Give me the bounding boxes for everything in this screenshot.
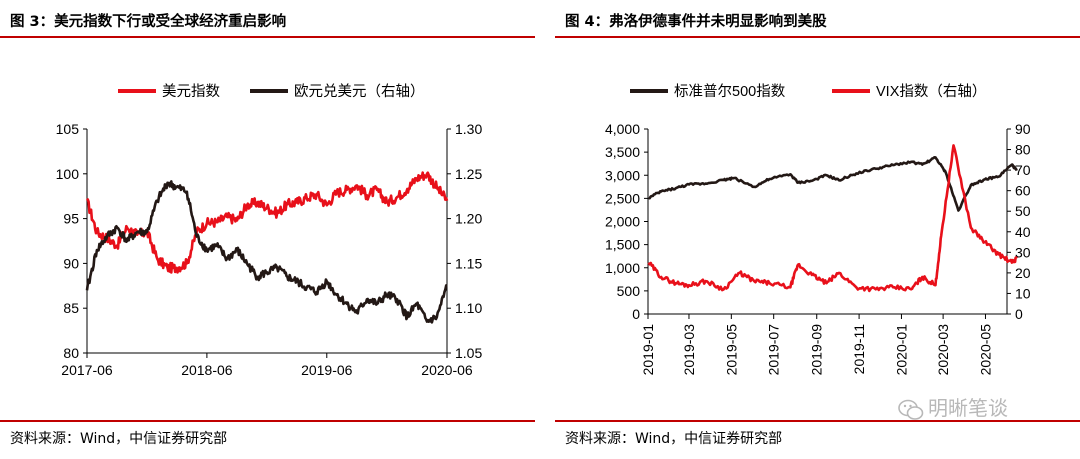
y-tick-label-right: 20 (1015, 265, 1031, 281)
title-divider (555, 36, 1080, 38)
y-tick-label-right: 30 (1015, 244, 1031, 260)
figure-3-chart: 美元指数 欧元兑美元（右轴） 105 100 95 90 85 80 1.30 1.25 1.20 1… (56, 83, 483, 378)
figure-4-panel: 图 4：弗洛伊德事件并未明显影响到美股 标准普尔500指数 VIX指数（右轴） 4,… (555, 0, 1080, 459)
y-tick-label-left: 90 (63, 255, 79, 271)
y-tick-label-left: 3,500 (605, 144, 640, 160)
y-tick-label-right: 80 (1015, 142, 1031, 158)
source-divider (555, 420, 1080, 422)
x-tick-label: 2018-06 (181, 362, 233, 378)
x-tick-label: 2019-05 (723, 324, 739, 376)
series-line-vix (647, 144, 1018, 293)
y-tick-label-left: 1,500 (605, 237, 640, 253)
figure-4-title: 图 4：弗洛伊德事件并未明显影响到美股 (565, 14, 827, 30)
y-tick-label-left: 105 (56, 121, 80, 137)
legend-label: 标准普尔500指数 (674, 83, 786, 100)
x-tick-label: 2019-09 (809, 324, 825, 376)
legend-label: 美元指数 (162, 83, 220, 100)
y-tick-label-right: 60 (1015, 183, 1031, 199)
y-tick-label-left: 95 (63, 211, 79, 227)
x-tick-label: 2019-01 (640, 324, 656, 376)
y-tick-label-left: 2,500 (605, 190, 640, 206)
y-tick-label-right: 70 (1015, 162, 1031, 178)
figure-3-title: 图 3：美元指数下行或受全球经济重启影响 (10, 14, 287, 30)
x-tick-label: 2019-07 (766, 324, 782, 376)
y-tick-label-right: 90 (1015, 121, 1031, 137)
legend-label: 欧元兑美元（右轴） (294, 83, 425, 100)
x-tick-label: 2019-11 (851, 324, 867, 375)
x-tick-label: 2020-03 (935, 324, 951, 376)
figure-4-chart: 标准普尔500指数 VIX指数（右轴） 4,000 3,500 3,000 2,500 2,… (605, 83, 1031, 376)
y-tick-label-right: 1.20 (455, 211, 482, 227)
y-tick-label-left: 2,000 (605, 214, 640, 230)
y-tick-label-right: 1.05 (455, 345, 482, 361)
watermark: 明晰笔谈 (898, 392, 1008, 421)
x-tick-label: 2020-06 (421, 362, 473, 378)
figure-3-source: 资料来源：Wind，中信证券研究部 (10, 431, 228, 447)
y-tick-label-right: 1.15 (455, 255, 482, 271)
wechat-icon (898, 399, 924, 420)
y-tick-label-left: 500 (617, 283, 641, 299)
y-tick-label-right: 1.10 (455, 300, 482, 316)
y-tick-label-left: 85 (63, 300, 79, 316)
legend-label: VIX指数（右轴） (876, 83, 986, 100)
figure-3-panel: 图 3：美元指数下行或受全球经济重启影响 美元指数 欧元兑美元（右轴） 105 100… (0, 0, 535, 459)
series-line-eurusd (85, 180, 448, 324)
y-tick-label-left: 100 (56, 166, 80, 182)
y-tick-label-left: 0 (632, 306, 640, 322)
y-tick-label-left: 80 (63, 345, 79, 361)
y-tick-label-left: 1,000 (605, 260, 640, 276)
y-tick-label-right: 50 (1015, 203, 1031, 219)
y-tick-label-right: 1.30 (455, 121, 482, 137)
y-tick-label-right: 40 (1015, 224, 1031, 240)
y-tick-label-right: 1.25 (455, 166, 482, 182)
x-tick-label: 2017-06 (61, 362, 113, 378)
series-line-dollar-index (85, 171, 449, 274)
y-tick-label-left: 4,000 (605, 121, 640, 137)
x-tick-label: 2020-05 (977, 324, 993, 376)
y-tick-label-right: 0 (1015, 306, 1023, 322)
series-line-sp500 (648, 156, 1018, 212)
figure-4-source: 资料来源：Wind，中信证券研究部 (565, 431, 783, 447)
x-tick-label: 2019-06 (301, 362, 353, 378)
title-divider (0, 36, 535, 38)
source-divider (0, 420, 535, 422)
y-tick-label-left: 3,000 (605, 167, 640, 183)
x-tick-label: 2019-03 (681, 324, 697, 376)
watermark-text: 明晰笔谈 (928, 396, 1008, 420)
x-tick-label: 2020-01 (893, 324, 909, 376)
y-tick-label-right: 10 (1015, 285, 1031, 301)
